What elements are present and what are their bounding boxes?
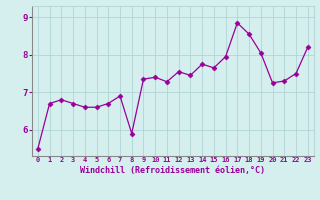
X-axis label: Windchill (Refroidissement éolien,°C): Windchill (Refroidissement éolien,°C) — [80, 166, 265, 175]
